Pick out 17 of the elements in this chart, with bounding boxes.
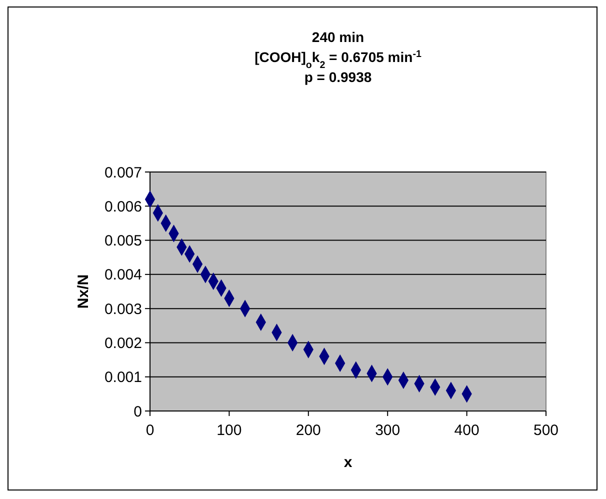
- chart-title: 240 min [COOH]$_{o}$k$_{2}$ = 0.6705 min$^{-1}$ p = 0.9938: [254, 29, 422, 85]
- x-tick-label: 500: [533, 422, 559, 439]
- x-tick-label: 200: [296, 422, 321, 439]
- y-tick-label: 0.003: [104, 300, 142, 318]
- x-tick-label: 100: [216, 422, 242, 439]
- x-tick-label: 300: [375, 422, 400, 439]
- y-tick-label: 0.006: [104, 198, 142, 216]
- x-axis-title: x: [344, 454, 353, 471]
- x-tick-label: 0: [146, 422, 154, 439]
- y-tick-label: 0.007: [104, 164, 142, 182]
- x-tick-label: 400: [454, 422, 480, 439]
- y-tick-label: 0.005: [104, 232, 142, 250]
- y-tick-label: 0: [134, 403, 142, 420]
- y-tick-label: 0.001: [104, 369, 142, 386]
- y-tick-label: 0.002: [104, 334, 142, 352]
- y-tick-label: 0.004: [104, 266, 142, 284]
- y-axis-title: Nx/N: [75, 274, 92, 309]
